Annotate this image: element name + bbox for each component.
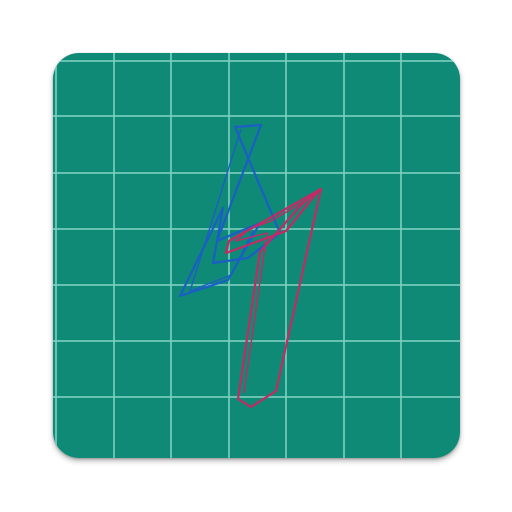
left-bolt-inner — [189, 128, 254, 292]
logo-mark — [178, 123, 323, 409]
right-bolt-stroke — [224, 187, 323, 409]
right-bolt-inner — [235, 200, 306, 394]
app-icon-graphic — [53, 53, 460, 458]
icon-background — [53, 53, 460, 458]
left-bolt-stroke — [178, 123, 282, 298]
app-icon[interactable] — [53, 53, 460, 458]
